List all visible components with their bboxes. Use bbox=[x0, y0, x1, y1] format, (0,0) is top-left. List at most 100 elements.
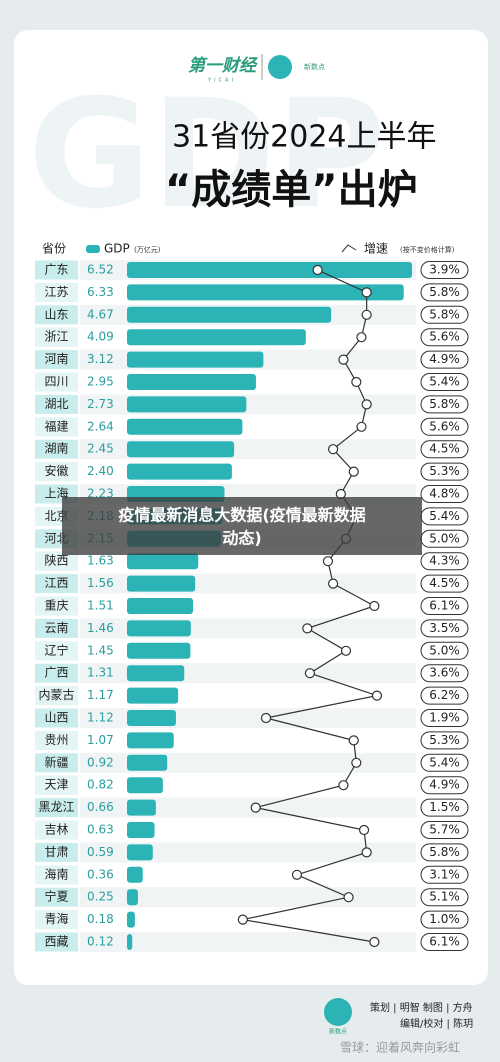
gdp-label: 0.92 bbox=[87, 755, 114, 769]
growth-label: 6.2% bbox=[429, 688, 460, 702]
province-cell bbox=[35, 910, 78, 930]
province-label: 辽宁 bbox=[44, 642, 68, 657]
row-stripe bbox=[80, 887, 416, 908]
growth-point bbox=[338, 354, 349, 365]
province-label: 河南 bbox=[44, 351, 68, 366]
growth-label: 5.8% bbox=[429, 397, 460, 411]
province-label: 吉林 bbox=[44, 823, 68, 837]
credits: 编辑/校对 | 陈玥 bbox=[400, 1017, 473, 1030]
province-label: 云南 bbox=[44, 620, 68, 635]
growth-label: 6.1% bbox=[429, 935, 460, 949]
subtitle: “成绩单”出炉 bbox=[165, 167, 418, 213]
growth-point bbox=[351, 757, 362, 768]
growth-label: 5.1% bbox=[429, 890, 460, 904]
growth-pill bbox=[420, 440, 469, 459]
growth-pill bbox=[420, 731, 469, 750]
gdp-label: 1.07 bbox=[87, 733, 114, 747]
growth-label: 4.5% bbox=[429, 576, 460, 590]
province-cell bbox=[35, 305, 78, 325]
gdp-label: 2.45 bbox=[87, 442, 114, 456]
legend-swatch bbox=[86, 245, 100, 253]
legend-gdp: GDP bbox=[104, 242, 130, 256]
province-cell bbox=[35, 551, 78, 571]
row-stripe bbox=[80, 797, 416, 818]
legend-growth-unit: (按不变价格计算) bbox=[400, 245, 455, 254]
growth-pill bbox=[420, 776, 469, 795]
growth-label: 4.3% bbox=[429, 554, 460, 568]
bar bbox=[127, 418, 243, 435]
province-label: 天津 bbox=[44, 778, 68, 792]
gdp-label: 0.25 bbox=[87, 890, 114, 904]
legend-line bbox=[341, 244, 357, 253]
growth-point bbox=[237, 914, 248, 925]
province-label: 内蒙古 bbox=[38, 687, 74, 702]
growth-point bbox=[361, 287, 372, 298]
growth-pill bbox=[420, 485, 469, 503]
province-label: 青海 bbox=[44, 911, 68, 926]
legend-gdp-unit: (万亿元) bbox=[134, 245, 161, 254]
gdp-label: 1.56 bbox=[87, 576, 114, 590]
growth-pill bbox=[420, 261, 469, 279]
growth-point bbox=[361, 399, 372, 410]
province-label: 贵州 bbox=[44, 733, 68, 747]
growth-point bbox=[312, 264, 323, 276]
growth-label: 4.9% bbox=[429, 352, 460, 366]
growth-label: 5.8% bbox=[429, 845, 460, 859]
growth-pill bbox=[420, 641, 469, 660]
growth-layer bbox=[237, 264, 383, 948]
growth-label: 1.9% bbox=[429, 711, 460, 725]
bar bbox=[127, 934, 133, 950]
bar bbox=[127, 620, 191, 637]
growth-point bbox=[304, 668, 315, 679]
growth-pill bbox=[420, 865, 469, 884]
growth-point bbox=[302, 623, 313, 634]
growth-pill bbox=[420, 305, 469, 324]
growth-point bbox=[322, 556, 334, 567]
province-cell bbox=[35, 462, 78, 482]
growth-label: 3.5% bbox=[429, 621, 460, 635]
growth-point bbox=[351, 376, 362, 388]
growth-pill bbox=[420, 552, 469, 571]
growth-pill bbox=[420, 888, 469, 907]
gdp-label: 6.33 bbox=[87, 285, 114, 299]
growth-pill bbox=[420, 709, 469, 727]
bar bbox=[127, 598, 194, 614]
gdp-label: 1.12 bbox=[87, 711, 114, 725]
bar bbox=[127, 710, 176, 726]
gdp-label: 6.52 bbox=[87, 263, 114, 277]
bar bbox=[127, 441, 235, 458]
bar bbox=[127, 665, 185, 682]
province-cell bbox=[35, 618, 78, 638]
bar bbox=[127, 754, 168, 771]
growth-point bbox=[358, 824, 370, 836]
gdp-label: 0.36 bbox=[87, 867, 114, 881]
province-cell bbox=[35, 842, 78, 862]
gdp-label: 1.45 bbox=[87, 643, 114, 657]
province-cell bbox=[35, 394, 78, 414]
growth-label: 1.5% bbox=[429, 800, 460, 814]
growth-pill bbox=[420, 619, 469, 638]
bar bbox=[127, 799, 156, 816]
bar bbox=[127, 732, 174, 749]
growth-label: 4.5% bbox=[429, 442, 460, 456]
watermark: 雪球：迎着风奔向彩虹 bbox=[340, 1040, 460, 1055]
growth-pill bbox=[420, 664, 469, 683]
province-cell bbox=[35, 730, 78, 750]
province-label: 重庆 bbox=[44, 599, 68, 613]
province-label: 湖南 bbox=[44, 441, 68, 456]
bar bbox=[127, 329, 306, 346]
gdp-label: 0.82 bbox=[87, 778, 114, 792]
growth-pill bbox=[420, 395, 469, 414]
province-label: 上海 bbox=[44, 486, 68, 501]
gdp-label: 0.59 bbox=[87, 845, 114, 859]
growth-pill bbox=[420, 798, 469, 817]
gdp-label: 4.67 bbox=[87, 307, 114, 321]
gdp-label: 2.95 bbox=[87, 375, 114, 389]
growth-label: 3.9% bbox=[429, 263, 460, 277]
growth-label: 5.6% bbox=[429, 419, 460, 433]
province-label: 江苏 bbox=[44, 285, 68, 299]
growth-pill bbox=[420, 283, 469, 302]
growth-point bbox=[369, 600, 380, 612]
province-label: 黑龙江 bbox=[38, 800, 74, 814]
